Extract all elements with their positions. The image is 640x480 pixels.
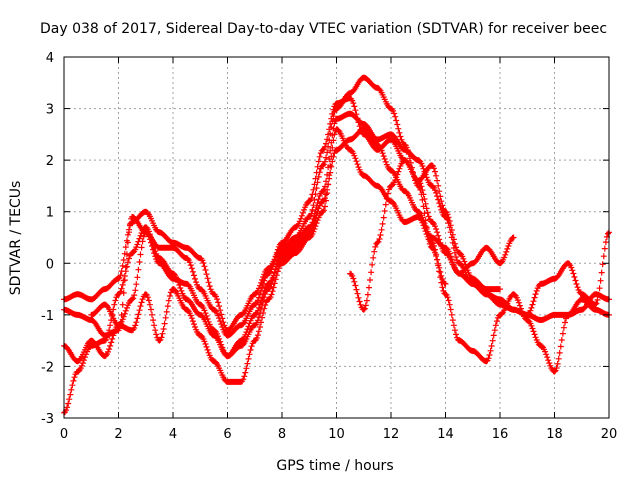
y-axis-label: SDTVAR / TECUs bbox=[8, 181, 24, 296]
x-tick-label: 0 bbox=[60, 427, 68, 442]
x-tick-label: 20 bbox=[601, 427, 618, 442]
y-tick-label: -2 bbox=[41, 360, 54, 375]
y-tick-label: -3 bbox=[41, 412, 54, 427]
y-tick-label: 3 bbox=[46, 103, 54, 118]
x-tick-label: 4 bbox=[169, 427, 177, 442]
x-tick-label: 6 bbox=[223, 427, 231, 442]
x-axis-label: GPS time / hours bbox=[276, 458, 393, 474]
point-markers-track-6 bbox=[347, 157, 517, 313]
x-tick-label: 10 bbox=[328, 427, 345, 442]
y-tick-label: 1 bbox=[46, 206, 54, 221]
y-tick-label: -1 bbox=[41, 309, 54, 324]
y-tick-label: 2 bbox=[46, 154, 54, 169]
x-axis-ticks: 0 2 4 6 8 10 12 14 16 18 20 bbox=[60, 57, 617, 442]
x-tick-label: 16 bbox=[492, 427, 509, 442]
x-tick-label: 14 bbox=[437, 427, 454, 442]
y-tick-label: 4 bbox=[46, 51, 54, 66]
x-tick-label: 8 bbox=[278, 427, 286, 442]
y-tick-label: 0 bbox=[46, 257, 54, 272]
x-tick-label: 2 bbox=[114, 427, 122, 442]
x-tick-label: 18 bbox=[546, 427, 563, 442]
chart-title: Day 038 of 2017, Sidereal Day-to-day VTE… bbox=[40, 21, 607, 37]
x-tick-label: 12 bbox=[383, 427, 400, 442]
y-axis-ticks: -3 -2 -1 0 1 2 3 4 bbox=[41, 51, 609, 427]
series-track-6 bbox=[347, 157, 517, 313]
